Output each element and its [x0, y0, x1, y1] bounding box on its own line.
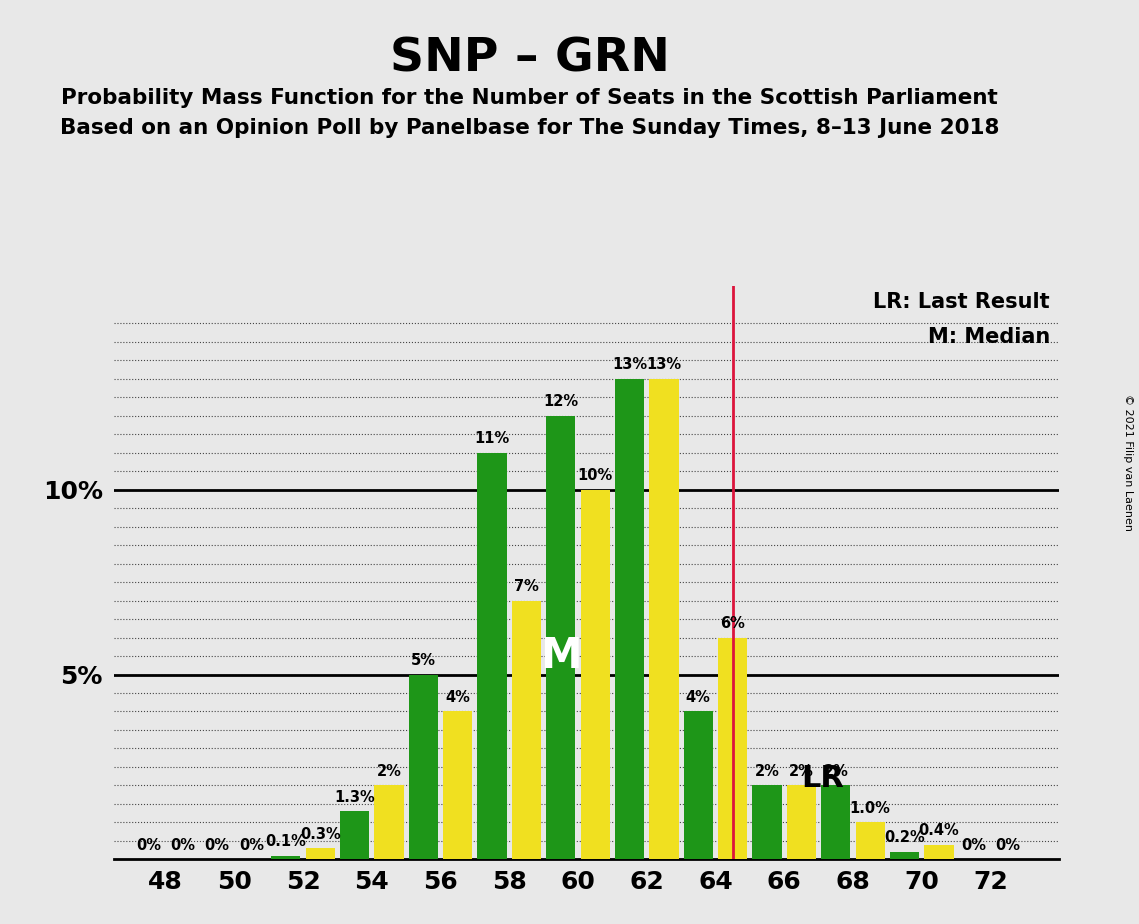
Bar: [787, 785, 816, 859]
Text: © 2021 Filip van Laenen: © 2021 Filip van Laenen: [1123, 394, 1133, 530]
Text: M: Median: M: Median: [927, 326, 1050, 346]
Bar: [477, 453, 507, 859]
Text: 4%: 4%: [686, 690, 711, 705]
Bar: [683, 711, 713, 859]
Text: M: M: [540, 635, 582, 677]
Text: 0%: 0%: [239, 838, 264, 853]
Text: 0%: 0%: [170, 838, 195, 853]
Text: 0%: 0%: [205, 838, 230, 853]
Bar: [718, 638, 747, 859]
Text: 4%: 4%: [445, 690, 470, 705]
Bar: [547, 416, 575, 859]
Text: 1.0%: 1.0%: [850, 801, 891, 816]
Text: 7%: 7%: [514, 579, 539, 594]
Text: 13%: 13%: [612, 358, 647, 372]
Bar: [305, 848, 335, 859]
Text: 1.3%: 1.3%: [334, 790, 375, 805]
Text: Probability Mass Function for the Number of Seats in the Scottish Parliament: Probability Mass Function for the Number…: [62, 88, 998, 108]
Bar: [615, 379, 645, 859]
Text: 0.1%: 0.1%: [265, 834, 306, 849]
Text: 2%: 2%: [823, 764, 849, 779]
Text: 5%: 5%: [411, 653, 436, 668]
Text: LR: Last Result: LR: Last Result: [874, 292, 1050, 312]
Bar: [855, 822, 885, 859]
Bar: [511, 601, 541, 859]
Text: 0.3%: 0.3%: [300, 827, 341, 842]
Bar: [443, 711, 473, 859]
Text: 11%: 11%: [475, 432, 509, 446]
Text: 6%: 6%: [720, 616, 745, 631]
Text: Based on an Opinion Poll by Panelbase for The Sunday Times, 8–13 June 2018: Based on an Opinion Poll by Panelbase fo…: [60, 118, 999, 139]
Bar: [409, 675, 437, 859]
Bar: [821, 785, 851, 859]
Bar: [890, 852, 919, 859]
Text: 2%: 2%: [789, 764, 814, 779]
Text: 0%: 0%: [995, 838, 1021, 853]
Text: LR: LR: [802, 763, 844, 793]
Bar: [649, 379, 679, 859]
Text: 0.4%: 0.4%: [918, 823, 959, 838]
Text: SNP – GRN: SNP – GRN: [390, 37, 670, 82]
Text: 2%: 2%: [755, 764, 779, 779]
Text: 0%: 0%: [136, 838, 161, 853]
Text: 13%: 13%: [646, 358, 681, 372]
Bar: [375, 785, 403, 859]
Text: 10%: 10%: [577, 468, 613, 483]
Bar: [925, 845, 953, 859]
Text: 12%: 12%: [543, 395, 579, 409]
Text: 0%: 0%: [961, 838, 986, 853]
Text: 0.2%: 0.2%: [884, 831, 925, 845]
Bar: [581, 490, 609, 859]
Bar: [753, 785, 781, 859]
Bar: [271, 856, 301, 859]
Text: 2%: 2%: [377, 764, 401, 779]
Bar: [339, 811, 369, 859]
